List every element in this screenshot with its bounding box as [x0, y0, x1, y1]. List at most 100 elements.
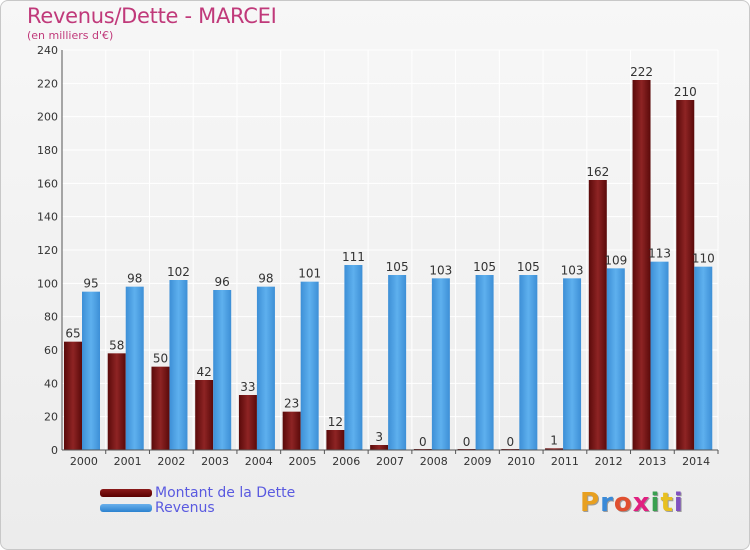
y-tick-label: 0 — [51, 444, 58, 457]
logo-letter: i — [673, 488, 684, 518]
bar-debt — [676, 100, 695, 450]
data-label-revenue: 105 — [517, 260, 540, 274]
bar-debt — [588, 180, 607, 450]
bar-revenue — [388, 275, 407, 450]
x-tick-label: 2002 — [157, 455, 185, 468]
data-label-revenue: 111 — [342, 250, 365, 264]
y-tick-label: 100 — [37, 277, 58, 290]
bar-revenue — [300, 281, 319, 450]
x-tick-label: 2013 — [638, 455, 666, 468]
bar-revenue — [431, 278, 450, 450]
data-label-revenue: 102 — [167, 265, 190, 279]
x-tick-label: 2008 — [420, 455, 448, 468]
bar-revenue — [563, 278, 582, 450]
bar-revenue — [650, 261, 669, 450]
x-tick-label: 2003 — [201, 455, 229, 468]
logo-letter: i — [650, 488, 661, 518]
y-tick-label: 120 — [37, 244, 58, 257]
bar-debt — [195, 380, 214, 450]
logo-letter: o — [613, 488, 633, 518]
data-label-debt: 210 — [674, 85, 697, 99]
data-label-revenue: 105 — [473, 260, 496, 274]
x-tick-label: 2009 — [463, 455, 491, 468]
y-tick-label: 200 — [37, 111, 58, 124]
bar-debt — [238, 395, 257, 450]
x-tick-label: 2007 — [376, 455, 404, 468]
data-label-debt: 58 — [109, 338, 124, 352]
bar-debt — [370, 445, 389, 450]
data-label-revenue: 103 — [561, 263, 584, 277]
data-label-debt: 3 — [375, 430, 383, 444]
data-label-revenue: 105 — [386, 260, 409, 274]
data-label-revenue: 98 — [127, 272, 142, 286]
bar-revenue — [694, 266, 713, 450]
bar-debt — [545, 448, 564, 450]
y-tick-label: 180 — [37, 144, 58, 157]
bar-revenue — [344, 265, 363, 450]
legend-label-debt: Montant de la Dette — [155, 485, 296, 501]
logo-letter: x — [632, 488, 651, 518]
bar-revenue — [519, 275, 538, 450]
y-tick-label: 20 — [44, 411, 58, 424]
bar-revenue — [125, 286, 144, 450]
data-label-debt: 162 — [586, 165, 609, 179]
logo-letter: P — [580, 488, 601, 518]
data-label-debt: 65 — [65, 327, 80, 341]
y-tick-label: 140 — [37, 211, 58, 224]
bar-debt — [64, 341, 82, 450]
bars-layer — [64, 80, 713, 450]
y-tick-label: 40 — [44, 377, 58, 390]
data-label-debt: 33 — [240, 380, 255, 394]
data-label-revenue: 103 — [429, 263, 452, 277]
y-tick-label: 160 — [37, 177, 58, 190]
bar-debt — [632, 80, 651, 450]
bar-debt — [326, 430, 345, 450]
data-label-debt: 12 — [328, 415, 343, 429]
bar-debt — [107, 353, 126, 450]
proxiti-logo: Proxiti — [580, 488, 684, 518]
data-label-debt: 222 — [630, 65, 653, 79]
data-label-debt: 1 — [550, 433, 558, 447]
x-tick-label: 2000 — [70, 455, 98, 468]
data-label-debt: 0 — [463, 435, 471, 449]
x-tick-label: 2010 — [507, 455, 535, 468]
x-tick-label: 2001 — [114, 455, 142, 468]
data-label-debt: 0 — [419, 435, 427, 449]
bar-revenue — [169, 280, 188, 450]
chart-title: Revenus/Dette - MARCEI — [27, 4, 277, 28]
y-tick-label: 60 — [44, 344, 58, 357]
y-tick-label: 220 — [37, 77, 58, 90]
x-tick-label: 2005 — [289, 455, 317, 468]
data-label-debt: 23 — [284, 397, 299, 411]
legend-label-revenue: Revenus — [155, 500, 215, 516]
x-tick-label: 2014 — [682, 455, 710, 468]
bar-revenue — [213, 290, 232, 450]
logo-letter: t — [660, 488, 674, 518]
data-label-revenue: 113 — [648, 247, 671, 261]
data-label-debt: 50 — [153, 352, 168, 366]
data-label-revenue: 101 — [298, 267, 321, 281]
data-label-revenue: 98 — [258, 272, 273, 286]
bar-debt — [282, 411, 301, 450]
data-label-debt: 42 — [197, 365, 212, 379]
x-tick-label: 2004 — [245, 455, 273, 468]
x-tick-label: 2011 — [551, 455, 579, 468]
data-label-revenue: 110 — [692, 252, 715, 266]
bar-revenue — [256, 286, 275, 450]
data-labels-layer: 6595589850102429633982310112111310501030… — [65, 65, 714, 449]
bar-revenue — [475, 275, 494, 450]
data-label-debt: 0 — [507, 435, 515, 449]
chart-subtitle: (en milliers d'€) — [27, 29, 114, 42]
data-label-revenue: 95 — [83, 277, 98, 291]
data-label-revenue: 96 — [215, 275, 230, 289]
logo-letter: r — [600, 488, 614, 518]
x-tick-label: 2006 — [332, 455, 360, 468]
bar-revenue — [606, 268, 625, 450]
bar-debt — [151, 366, 170, 450]
x-tick-label: 2012 — [595, 455, 623, 468]
y-tick-label: 80 — [44, 311, 58, 324]
legend-swatch-revenue — [100, 504, 152, 512]
